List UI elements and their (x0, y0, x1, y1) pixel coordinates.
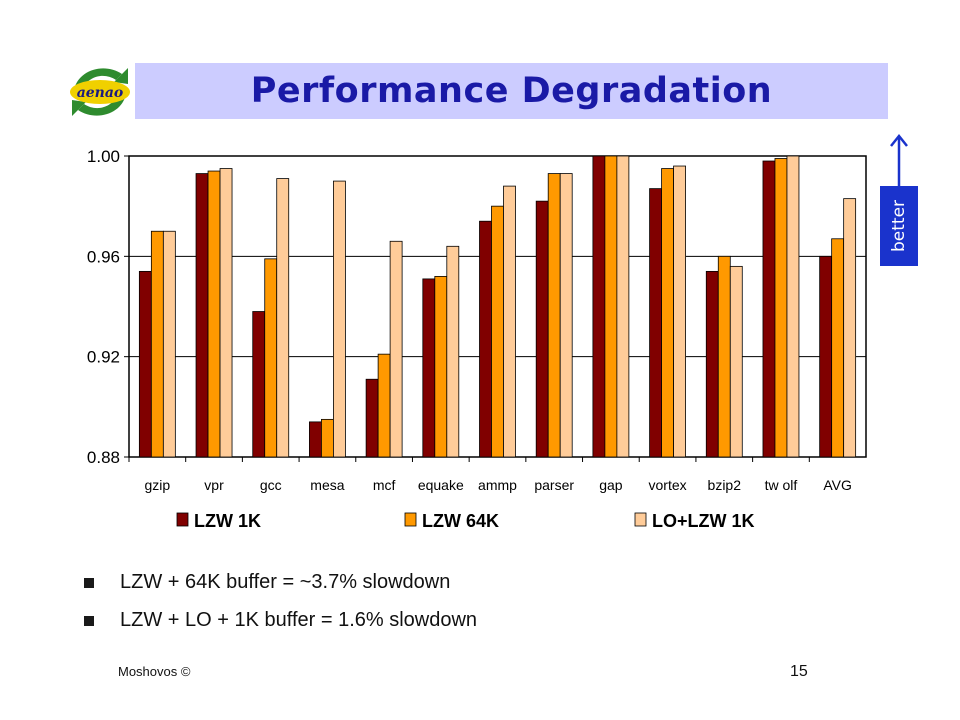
x-tick-label: vortex (649, 477, 687, 493)
slide-title: Performance Degradation (250, 71, 773, 111)
bar-lzw-1k (762, 160, 776, 458)
x-tick-label: AVG (823, 477, 852, 493)
x-tick-label: gap (599, 477, 623, 493)
bar-lzw-1k (479, 220, 492, 458)
better-badge: better (880, 186, 918, 266)
bullet-square-icon (84, 616, 94, 626)
bar-lo-lzw-1k (786, 155, 800, 458)
x-tick-label: mesa (310, 477, 344, 493)
bullet-item: LZW + LO + 1K buffer = 1.6% slowdown (84, 604, 477, 642)
bar-lzw-64k (604, 155, 618, 458)
bar-lzw-1k (309, 421, 322, 458)
bar-lo-lzw-1k (389, 240, 403, 458)
bar-lzw-64k (264, 258, 278, 458)
bar-lzw-1k (138, 270, 152, 458)
bullet-text: LZW + LO + 1K buffer = 1.6% slowdown (120, 609, 478, 631)
bar-lo-lzw-1k (446, 245, 460, 458)
x-tick-label: vpr (204, 477, 224, 493)
bar-lzw-64k (717, 255, 731, 458)
bar-lzw-64k (321, 418, 334, 458)
x-tick-label: tw olf (765, 477, 798, 493)
bar-lo-lzw-1k (729, 265, 743, 458)
bar-lo-lzw-1k (503, 185, 516, 458)
aenao-logo: aenao (70, 68, 130, 116)
x-tick-label: ammp (478, 477, 517, 493)
bar-lo-lzw-1k (219, 168, 233, 458)
title-banner: Performance Degradation (135, 63, 888, 119)
bullet-item: LZW + 64K buffer = ~3.7% slowdown (84, 566, 477, 604)
bar-lo-lzw-1k (559, 173, 573, 458)
bullet-text: LZW + 64K buffer = ~3.7% slowdown (120, 571, 451, 593)
bar-lo-lzw-1k (333, 180, 346, 458)
legend-swatch (404, 512, 417, 527)
bullet-square-icon (84, 578, 94, 588)
bar-lzw-1k (705, 270, 719, 458)
better-arrow-icon (890, 133, 908, 187)
bar-lzw-64k (377, 353, 391, 458)
page-number: 15 (790, 663, 808, 680)
legend-label: LZW 1K (194, 511, 261, 531)
bar-lzw-64k (434, 275, 448, 458)
bar-lo-lzw-1k (276, 178, 290, 458)
bar-lzw-1k (252, 311, 266, 458)
y-tick-label: 0.96 (87, 247, 120, 266)
bar-lo-lzw-1k (673, 165, 686, 458)
x-tick-label: gzip (145, 477, 171, 493)
bar-lzw-1k (535, 200, 549, 458)
bar-lzw-1k (592, 155, 606, 458)
footer-author: Moshovos © (118, 664, 191, 679)
better-label: better (889, 199, 909, 253)
bar-lzw-64k (661, 168, 674, 458)
bullet-list: LZW + 64K buffer = ~3.7% slowdown LZW + … (84, 566, 477, 642)
legend-swatch (176, 512, 189, 527)
bar-lzw-64k (547, 173, 561, 458)
bar-lzw-1k (422, 278, 436, 458)
bar-lo-lzw-1k (616, 155, 630, 458)
bar-lzw-64k (831, 238, 845, 458)
bar-lo-lzw-1k (162, 230, 176, 458)
bar-lzw-1k (365, 378, 379, 458)
x-tick-label: gcc (260, 477, 282, 493)
legend-label: LZW 64K (422, 511, 499, 531)
bar-lzw-64k (150, 230, 164, 458)
x-tick-label: parser (534, 477, 574, 493)
bar-lo-lzw-1k (843, 198, 857, 458)
y-tick-label: 0.92 (87, 348, 120, 367)
bar-lzw-64k (774, 158, 788, 458)
y-tick-label: 1.00 (87, 147, 120, 166)
x-tick-label: mcf (373, 477, 396, 493)
x-tick-label: equake (418, 477, 464, 493)
bar-lzw-1k (819, 255, 833, 458)
bar-lzw-64k (491, 205, 504, 458)
legend-label: LO+LZW 1K (652, 511, 755, 531)
logo-text: aenao (77, 85, 124, 101)
performance-bar-chart: 0.88 0.92 0.96 1.00 gzip vpr gcc mesa mcf equake a… (87, 147, 867, 531)
y-tick-label: 0.88 (87, 448, 120, 467)
bar-lzw-1k (195, 173, 209, 458)
legend-swatch (634, 512, 647, 527)
x-tick-label: bzip2 (708, 477, 742, 493)
bar-lzw-1k (649, 188, 662, 458)
bar-lzw-64k (207, 170, 221, 458)
